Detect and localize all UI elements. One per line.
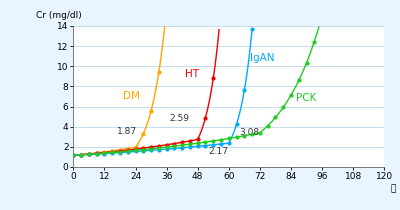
Text: PCK: PCK — [296, 93, 316, 104]
Text: 月: 月 — [390, 184, 396, 193]
Text: Cr (mg/dl): Cr (mg/dl) — [36, 11, 82, 20]
Text: 3.08: 3.08 — [239, 128, 259, 137]
Text: 2.59: 2.59 — [169, 114, 189, 123]
Text: HT: HT — [185, 69, 199, 79]
Text: 1.87: 1.87 — [118, 127, 138, 136]
Text: 2.17: 2.17 — [208, 147, 228, 156]
Text: DM: DM — [122, 91, 140, 101]
Text: IgAN: IgAN — [250, 53, 274, 63]
